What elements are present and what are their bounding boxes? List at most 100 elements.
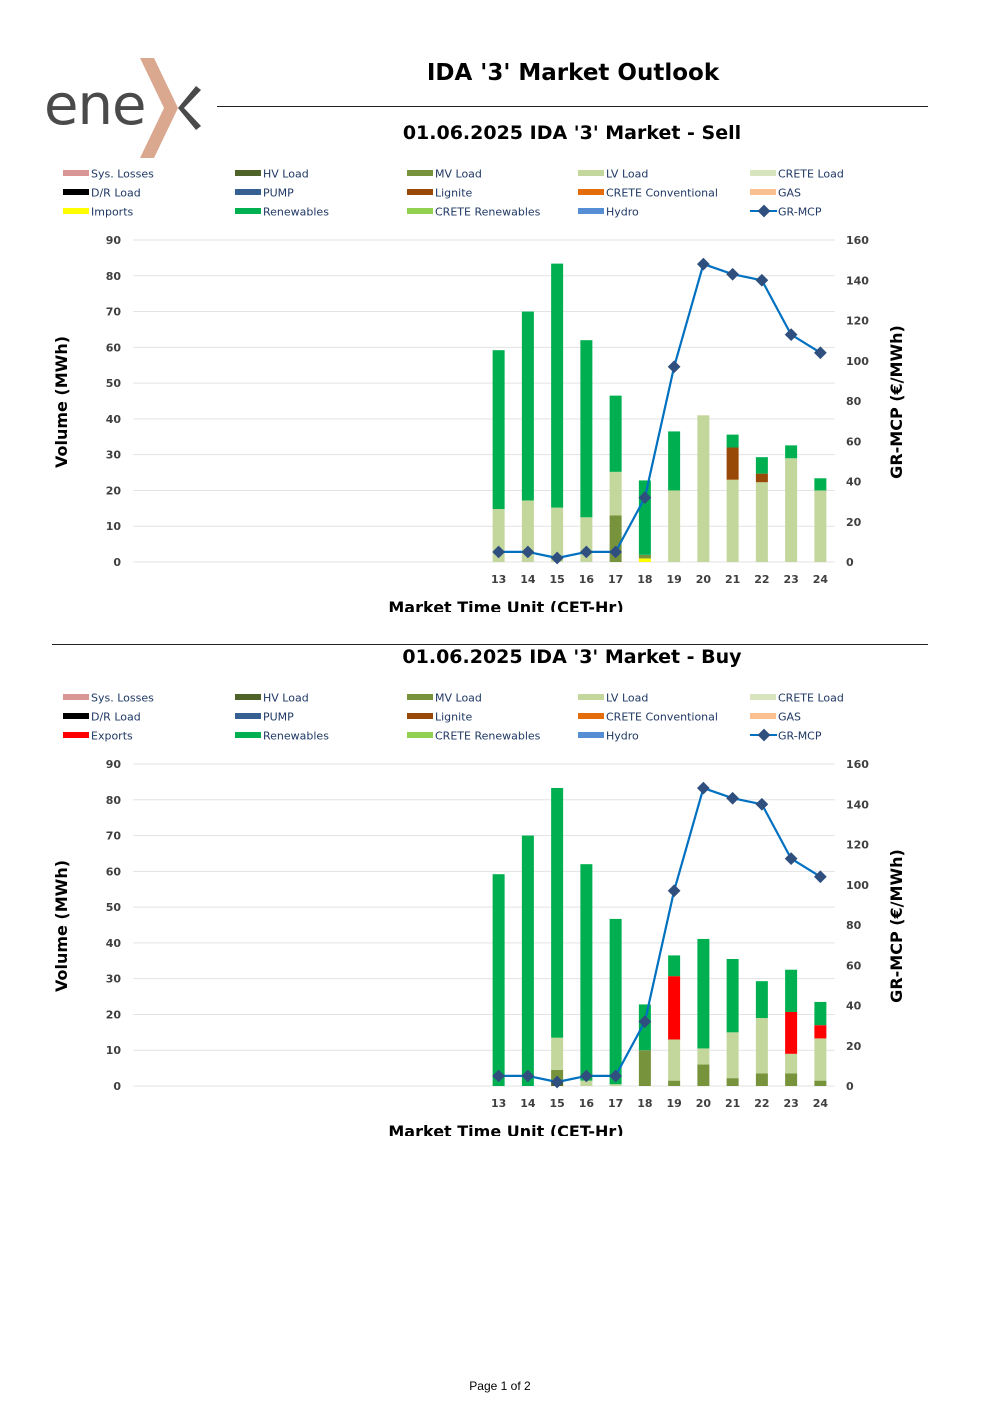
- y-tick-label: 50: [106, 377, 122, 390]
- bar-segment-renewables: [785, 969, 798, 1012]
- legend-item-crete-load: CRETE Load: [750, 168, 844, 181]
- bar-segment-lv-load: [668, 490, 681, 562]
- gr-mcp-point: [726, 267, 739, 281]
- legend-swatch: [63, 208, 89, 214]
- legend-label: MV Load: [435, 692, 482, 705]
- legend-swatch: [235, 170, 261, 176]
- legend-item-pump: PUMP: [235, 711, 294, 724]
- bar-segment-renewables: [668, 955, 681, 977]
- legend-item-crete-renewables: CRETE Renewables: [407, 730, 541, 743]
- y2-tick-label: 100: [846, 355, 869, 368]
- y-tick-label: 90: [106, 758, 122, 771]
- legend-swatch: [407, 732, 433, 738]
- y-tick-label: 90: [106, 234, 122, 247]
- legend-swatch: [63, 732, 89, 738]
- y-axis-label: Volume (MWh): [52, 336, 71, 468]
- gr-mcp-point: [697, 257, 710, 271]
- page-title: IDA '3' Market Outlook: [426, 60, 720, 86]
- legend-swatch: [235, 189, 261, 195]
- legend-item-gas: GAS: [750, 187, 801, 200]
- gr-mcp-point: [784, 328, 798, 341]
- x-tick-label: 21: [725, 573, 740, 586]
- legend-label: Lignite: [435, 187, 473, 200]
- legend-swatch: [235, 713, 261, 719]
- bar-segment-lv-load: [726, 479, 739, 562]
- bar-segment-lv-load: [697, 1048, 710, 1065]
- legend-label: Sys. Losses: [91, 168, 154, 181]
- legend-swatch: [578, 732, 604, 738]
- legend-item-mv-load: MV Load: [407, 168, 482, 181]
- legend-swatch: [407, 189, 433, 195]
- x-tick-label: 21: [725, 1097, 740, 1110]
- legend-swatch: [407, 713, 433, 719]
- y-tick-label: 70: [106, 306, 122, 319]
- legend-marker-swatch: [757, 728, 771, 742]
- gr-mcp-point: [726, 791, 739, 805]
- x-tick-label: 18: [637, 1097, 652, 1110]
- gr-mcp-line: [498, 263, 821, 560]
- legend-item-lv-load: LV Load: [578, 168, 648, 181]
- legend-item-lignite: Lignite: [407, 711, 473, 724]
- bar-segment-lv-load: [521, 500, 534, 562]
- legend-swatch: [750, 713, 776, 719]
- bar-segment-lv-load: [785, 458, 798, 562]
- x-axis-label: Market Time Unit (CET-Hr): [388, 1122, 623, 1136]
- bar-segment-renewables: [551, 787, 564, 1038]
- legend-item-hydro: Hydro: [578, 730, 639, 743]
- x-tick-label: 20: [696, 573, 712, 586]
- legend-swatch: [407, 208, 433, 214]
- bar-segment-renewables: [755, 457, 768, 474]
- legend-item-crete-conventional: CRETE Conventional: [578, 711, 718, 724]
- legend-label: HV Load: [263, 692, 309, 705]
- legend-label: PUMP: [263, 711, 294, 724]
- legend-item-exports: Exports: [63, 730, 133, 743]
- legend-swatch: [750, 170, 776, 176]
- legend-item-sys-losses: Sys. Losses: [63, 168, 154, 181]
- bar-segment-lv-load: [551, 507, 564, 562]
- gr-mcp-point: [784, 852, 798, 865]
- bar-segment-renewables: [814, 478, 827, 491]
- gr-mcp-point: [814, 346, 827, 360]
- gr-mcp-point: [667, 360, 681, 374]
- legend-label: LV Load: [606, 692, 648, 705]
- legend-label: Hydro: [606, 730, 639, 743]
- y2-tick-label: 60: [846, 435, 862, 448]
- y-tick-label: 0: [113, 556, 121, 569]
- bar-segment-renewables: [521, 311, 534, 501]
- y-tick-label: 60: [106, 341, 122, 354]
- legend-item-crete-renewables: CRETE Renewables: [407, 206, 541, 219]
- y2-tick-label: 0: [846, 556, 854, 569]
- section-divider: [52, 644, 928, 645]
- legend-label: CRETE Renewables: [435, 730, 541, 743]
- bar-segment-lv-load: [580, 1080, 593, 1086]
- bar-segment-lignite: [755, 473, 768, 483]
- legend-item-crete-conventional: CRETE Conventional: [578, 187, 718, 200]
- x-tick-label: 16: [579, 573, 595, 586]
- legend-swatch: [235, 694, 261, 700]
- legend-item-dr-load: D/R Load: [63, 711, 141, 724]
- y2-tick-label: 140: [846, 274, 869, 287]
- y2-tick-label: 60: [846, 959, 862, 972]
- legend-swatch: [750, 189, 776, 195]
- bar-segment-lv-load: [551, 1037, 564, 1070]
- bar-segment-lv-load: [814, 1038, 827, 1081]
- bar-segment-mv-load: [726, 1078, 739, 1086]
- bar-segment-lv-load: [785, 1053, 798, 1074]
- legend-swatch: [578, 208, 604, 214]
- bar-segment-mv-load: [668, 1080, 681, 1086]
- legend-label: CRETE Renewables: [435, 206, 541, 219]
- svg-text:ene: ene: [44, 73, 145, 138]
- legend-item-hv-load: HV Load: [235, 692, 309, 705]
- legend-item-lv-load: LV Load: [578, 692, 648, 705]
- legend-item-sys-losses: Sys. Losses: [63, 692, 154, 705]
- x-tick-label: 24: [813, 573, 829, 586]
- bar-segment-renewables: [580, 864, 593, 1081]
- bar-segment-lignite: [726, 447, 739, 480]
- legend-label: CRETE Load: [778, 692, 844, 705]
- bar-segment-renewables: [726, 958, 739, 1033]
- legend-item-imports: Imports: [63, 206, 134, 219]
- y2-axis-label: GR-MCP (€/MWh): [887, 849, 906, 1003]
- legend-item-gr-mcp: GR-MCP: [750, 728, 822, 743]
- legend-item-lignite: Lignite: [407, 187, 473, 200]
- x-tick-label: 15: [549, 573, 564, 586]
